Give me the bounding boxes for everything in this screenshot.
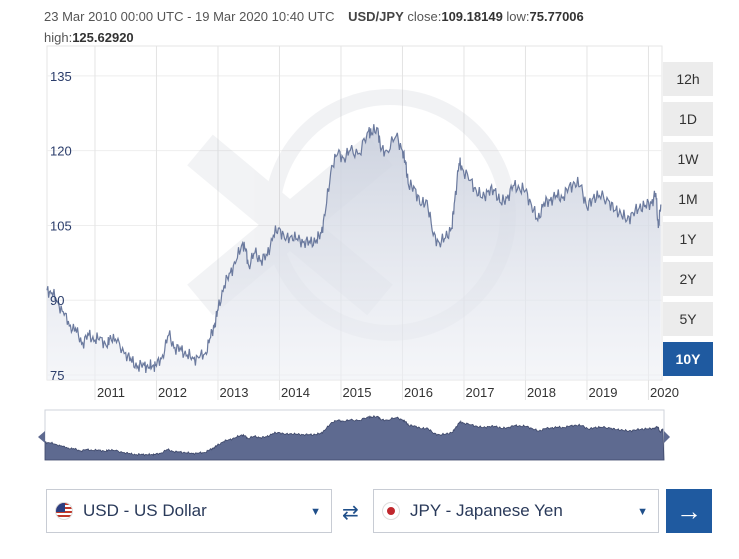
- y-tick-label: 135: [50, 69, 72, 84]
- x-tick-label: 2012: [158, 385, 187, 400]
- x-tick-label: 2013: [220, 385, 249, 400]
- x-tick-label: 2016: [404, 385, 433, 400]
- range-button-12h[interactable]: 12h: [663, 62, 713, 96]
- x-tick-label: 2019: [589, 385, 618, 400]
- currency-pair: USD/JPY: [348, 9, 404, 24]
- range-button-1d[interactable]: 1D: [663, 102, 713, 136]
- high-value: 125.62920: [72, 30, 134, 45]
- x-tick-label: 2014: [281, 385, 310, 400]
- navigator-left-handle[interactable]: [38, 431, 45, 443]
- to-currency-select[interactable]: JPY - Japanese Yen ▼: [373, 489, 659, 533]
- x-tick-label: 2020: [650, 385, 679, 400]
- range-button-1w[interactable]: 1W: [663, 142, 713, 176]
- x-tick-label: 2015: [343, 385, 372, 400]
- range-button-2y[interactable]: 2Y: [663, 262, 713, 296]
- y-tick-label: 105: [50, 218, 72, 233]
- low-label: low:: [506, 9, 530, 24]
- x-tick-label: 2017: [466, 385, 495, 400]
- from-currency-select[interactable]: USD - US Dollar ▼: [46, 489, 332, 533]
- range-button-1y[interactable]: 1Y: [663, 222, 713, 256]
- close-value: 109.18149: [441, 9, 503, 24]
- rate-area: [47, 124, 661, 380]
- y-tick-label: 75: [50, 368, 64, 383]
- range-button-1m[interactable]: 1M: [663, 182, 713, 216]
- range-navigator[interactable]: [38, 409, 670, 461]
- high-label: high:: [44, 30, 73, 45]
- x-tick-label: 2011: [97, 385, 125, 400]
- y-tick-label: 90: [50, 293, 64, 308]
- jp-flag-icon: [382, 502, 400, 520]
- from-currency-label: USD - US Dollar: [83, 501, 207, 520]
- range-button-5y[interactable]: 5Y: [663, 302, 713, 336]
- y-axis: 75 90 105 120 135: [50, 69, 72, 383]
- rate-line: [46, 124, 662, 373]
- x-axis: 2011 2012 2013 2014 2015 2016 2017 2018 2019 2020: [97, 385, 679, 400]
- chart-summary: 23 Mar 2010 00:00 UTC - 19 Mar 2020 10:4…: [44, 6, 704, 48]
- to-currency-label: JPY - Japanese Yen: [410, 501, 563, 520]
- close-label: close:: [407, 9, 442, 24]
- date-range: 23 Mar 2010 00:00 UTC - 19 Mar 2020 10:4…: [44, 9, 335, 24]
- convert-button[interactable]: →: [666, 489, 712, 533]
- y-tick-label: 120: [50, 144, 72, 159]
- x-tick-label: 2018: [527, 385, 556, 400]
- us-flag-icon: [55, 502, 73, 520]
- low-value: 75.77006: [529, 9, 584, 24]
- navigator-area: [44, 414, 665, 461]
- swap-icon[interactable]: ⇄: [342, 502, 359, 524]
- range-button-10y[interactable]: 10Y: [663, 342, 713, 376]
- caret-down-icon: ▼: [310, 506, 321, 518]
- caret-down-icon: ▼: [637, 506, 648, 518]
- navigator-right-handle[interactable]: [664, 431, 670, 443]
- arrow-right-icon: →: [676, 495, 702, 526]
